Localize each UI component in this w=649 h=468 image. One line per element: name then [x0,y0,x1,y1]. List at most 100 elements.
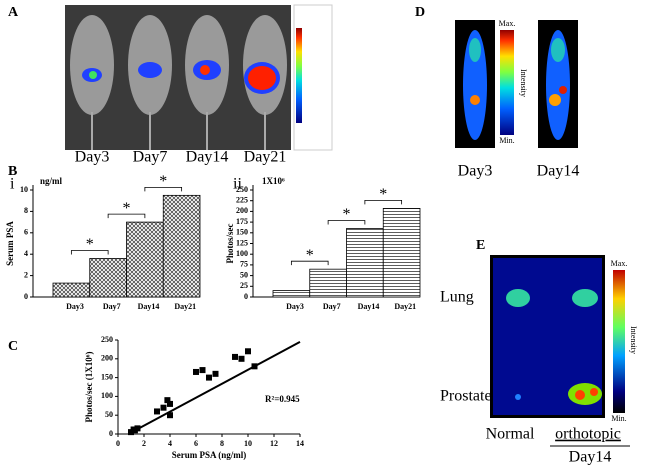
column-subtitle: Day14 [569,449,612,466]
x-tick-label: 12 [270,439,278,448]
bar [309,268,347,298]
x-tick-label: Day21 [394,302,416,311]
significance-mark: * [306,247,314,264]
column-label: orthotopic [555,426,621,443]
y-tick-label: 0 [24,292,28,301]
min-label: Min. [611,414,626,423]
x-tick-label: 4 [168,439,172,448]
point [130,426,137,433]
x-tick-label: Day21 [174,302,196,311]
point [193,368,199,375]
y-tick-label: 200 [101,354,113,363]
significance-mark: * [343,206,351,223]
panel-a-images [65,4,333,151]
y-tick-label: 100 [236,249,248,258]
y-tick-label: 4 [24,249,28,258]
significance-mark: * [123,200,131,217]
x-tick-label: Day3 [286,302,304,311]
y-tick-label: 225 [236,196,248,205]
panel-label: B [8,164,17,179]
y-axis-label: Serum PSA [5,221,15,266]
day-label: Day14 [186,149,229,166]
point [245,348,251,355]
y-tick-label: 50 [240,270,248,279]
row-label: Lung [440,289,474,306]
significance-mark: * [86,236,94,253]
significance-mark: * [379,186,387,203]
day-label: Day14 [537,163,580,180]
y-tick-label: 150 [101,372,113,381]
y-tick-label: 150 [236,228,248,237]
panel-d-images [455,20,578,148]
point [167,400,173,407]
bar [346,228,384,298]
panel-label: D [415,5,425,20]
y-tick-label: 250 [101,335,113,344]
significance-bracket [290,260,329,266]
bar [382,208,421,298]
point [212,370,219,377]
y-tick-label: 125 [236,238,248,247]
max-label: Max. [499,19,516,28]
significance-bracket [70,250,109,255]
point [134,425,141,432]
y-tick-label: 50 [105,410,113,419]
unit-label: ng/ml [40,176,63,186]
x-tick-label: 2 [142,439,146,448]
point [206,374,212,381]
significance-bracket [327,220,366,225]
y-tick-label: 25 [240,281,248,290]
fit-line [127,340,301,435]
y-tick-label: 8 [24,206,28,215]
unit-label: 1X10⁶ [262,176,285,186]
significance-mark: * [159,173,167,190]
significance-bracket [144,186,183,192]
significance-bracket [364,200,403,205]
column-label: Normal [486,426,535,443]
point [154,408,160,415]
y-tick-label: 0 [244,292,248,301]
panel-label: A [8,5,19,20]
point [160,404,167,411]
y-tick-label: 100 [101,391,113,400]
x-tick-label: 10 [244,439,252,448]
bar [89,258,127,298]
y-tick-label: 10 [20,185,28,194]
point [167,412,173,419]
intensity-label: Intensity [519,69,528,97]
y-tick-label: 0 [109,429,113,438]
annotation: R²=0.945 [265,394,300,404]
day-label: Day3 [458,163,493,180]
x-tick-label: Day3 [66,302,84,311]
panel-sub-label: ii [233,176,242,193]
y-tick-label: 200 [236,206,248,215]
y-axis-label: Photos/sec (1X10⁶) [84,352,94,423]
panel-sub-label: i [10,176,15,193]
bar [126,221,164,298]
day-label: Day21 [244,149,287,166]
point [199,367,206,374]
x-tick-label: Day14 [138,302,160,311]
day-label: Day3 [75,149,110,166]
x-tick-label: 8 [220,439,224,448]
y-axis-label: Photos/sec [225,224,235,264]
bar [162,194,201,298]
panel-e-image [490,255,630,447]
max-label: Max. [611,259,628,268]
point [232,353,238,360]
x-tick-label: Day7 [103,302,121,311]
y-tick-label: 175 [236,217,248,226]
panel-label: C [8,339,18,354]
y-tick-label: 6 [24,228,28,237]
x-tick-label: Day7 [323,302,341,311]
x-tick-label: 6 [194,439,198,448]
significance-bracket [107,213,146,219]
row-label: Prostate [440,388,492,405]
intensity-label: Intensity [629,326,638,354]
panel-label: E [476,238,485,253]
y-tick-label: 250 [236,185,248,194]
x-axis-label: Serum PSA (ng/ml) [172,450,247,460]
y-tick-label: 2 [24,270,28,279]
point [251,363,258,370]
